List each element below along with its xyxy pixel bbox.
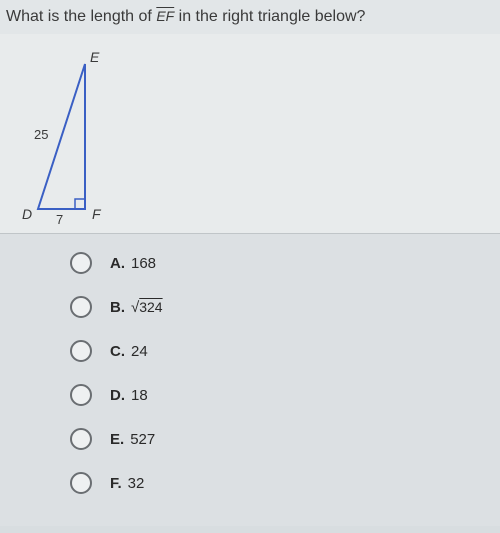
answer-letter: F. — [110, 475, 122, 492]
answer-value: 32 — [128, 475, 145, 492]
radio-icon — [70, 472, 92, 494]
vertex-f-label: F — [92, 206, 102, 222]
triangle-diagram: E D F 25 7 — [0, 34, 500, 234]
answer-option-b[interactable]: B. √324 — [70, 296, 500, 318]
answer-value: 18 — [131, 387, 148, 404]
question-text: What is the length of EF in the right tr… — [0, 0, 500, 34]
vertex-e-label: E — [90, 49, 100, 65]
answer-letter: E. — [110, 431, 124, 448]
answer-option-d[interactable]: D. 18 — [70, 384, 500, 406]
answer-option-a[interactable]: A. 168 — [70, 252, 500, 274]
answer-option-c[interactable]: C. 24 — [70, 340, 500, 362]
answer-letter: C. — [110, 343, 125, 360]
answer-option-f[interactable]: F. 32 — [70, 472, 500, 494]
radio-icon — [70, 296, 92, 318]
right-angle-marker — [75, 199, 85, 209]
answer-value: 527 — [130, 431, 155, 448]
question-prefix: What is the length of — [6, 8, 156, 25]
question-suffix: in the right triangle below? — [179, 8, 366, 25]
answers-list: A. 168 B. √324 C. 24 D. 18 E. 527 F. 32 — [0, 234, 500, 526]
answer-option-e[interactable]: E. 527 — [70, 428, 500, 450]
answer-letter: B. — [110, 299, 125, 316]
radio-icon — [70, 340, 92, 362]
vertex-d-label: D — [22, 206, 32, 222]
radio-icon — [70, 428, 92, 450]
radio-icon — [70, 252, 92, 274]
side-df-length: 7 — [56, 212, 63, 227]
answer-letter: A. — [110, 255, 125, 272]
answer-value: 24 — [131, 343, 148, 360]
radio-icon — [70, 384, 92, 406]
answer-value: 168 — [131, 255, 156, 272]
answer-letter: D. — [110, 387, 125, 404]
triangle-svg: E D F 25 7 — [20, 44, 140, 234]
side-de-length: 25 — [34, 127, 48, 142]
segment-name: EF — [156, 8, 174, 24]
answer-value: √324 — [131, 299, 163, 316]
